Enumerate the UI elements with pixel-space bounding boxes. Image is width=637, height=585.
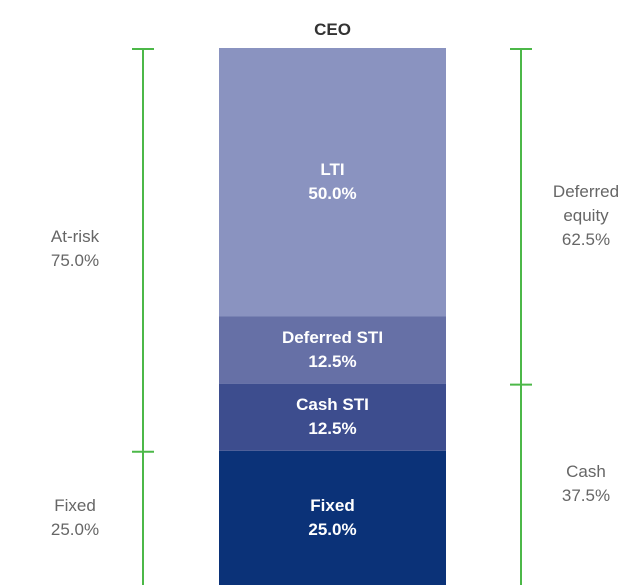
category-label: CEO <box>314 20 351 39</box>
segment-name: Fixed <box>310 495 355 515</box>
bracket-label: Fixed 25.0% <box>25 494 125 542</box>
segment-label: Cash STI 12.5% <box>223 393 443 441</box>
bracket-label: At-risk 75.0% <box>25 225 125 273</box>
segment-label: Deferred STI 12.5% <box>223 326 443 374</box>
segment-name: Deferred STI <box>281 328 384 348</box>
bar-segment <box>219 450 446 585</box>
bracket-value: 62.5% <box>561 229 611 249</box>
segment-value: 12.5% <box>308 352 357 372</box>
bar-segment <box>219 316 446 384</box>
segment-name: LTI <box>320 160 345 180</box>
bracket-name: Fixed <box>54 495 96 515</box>
segment-label: LTI 50.0% <box>223 158 443 206</box>
bracket-name: Cash <box>566 462 606 482</box>
segment-value: 50.0% <box>308 184 357 204</box>
segment-value: 25.0% <box>308 519 357 539</box>
bracket-label: Cash 37.5% <box>536 460 636 508</box>
segment-name: Cash STI <box>296 395 369 415</box>
bracket-value: 37.5% <box>561 486 611 506</box>
bracket-value: 75.0% <box>50 251 100 271</box>
segment-label: Fixed 25.0% <box>223 494 443 542</box>
bar-segment <box>219 48 446 317</box>
bracket-label: Deferred equity 62.5% <box>536 180 636 252</box>
bracket-name: Deferred equity <box>552 181 620 225</box>
bar-segment <box>219 383 446 451</box>
segment-value: 12.5% <box>308 419 357 439</box>
bracket-name: At-risk <box>50 227 100 247</box>
bracket-value: 25.0% <box>50 519 100 539</box>
